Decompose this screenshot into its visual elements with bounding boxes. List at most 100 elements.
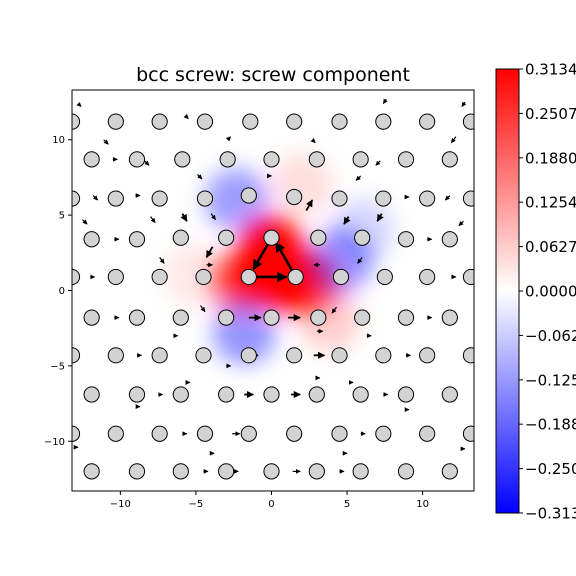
atom [352, 386, 369, 403]
atom [195, 347, 212, 364]
colorbar-tick-label: −0.0627 [525, 327, 576, 345]
displacement-arrow [150, 216, 156, 224]
atom [286, 425, 303, 442]
atom [107, 268, 124, 286]
displacement-arrow [180, 213, 188, 222]
atom [310, 229, 327, 246]
atom [308, 463, 325, 480]
atom [419, 347, 436, 364]
atom [263, 229, 280, 246]
displacement-arrow [76, 101, 82, 108]
atom [218, 386, 235, 403]
atom [308, 386, 325, 403]
displacement-arrow [461, 101, 467, 107]
atom [128, 231, 146, 248]
atom [151, 347, 168, 364]
field-lobe [269, 153, 334, 217]
atom [354, 229, 371, 246]
colorbar-tick-label: −0.1880 [525, 416, 576, 434]
atom [354, 309, 371, 326]
atom [83, 386, 100, 403]
atom [174, 151, 191, 168]
atom [172, 309, 189, 326]
atom [240, 425, 257, 442]
atom [419, 425, 436, 442]
atom [352, 151, 369, 168]
atom [240, 347, 257, 364]
x-tick-label: −5 [189, 499, 204, 510]
displacement-arrow [355, 175, 362, 181]
y-tick-label: 5 [59, 211, 65, 222]
atom [172, 463, 189, 480]
atom [441, 231, 458, 248]
field-lobe [297, 287, 361, 351]
atoms [72, 113, 474, 480]
atom [375, 190, 392, 207]
atom [218, 229, 235, 246]
displacement-arrow [357, 256, 363, 264]
colorbar-tick-label: 0.3134 [525, 61, 576, 79]
atom [397, 386, 415, 403]
atom [441, 309, 458, 326]
x-tick-label: 0 [268, 499, 274, 510]
displacement-arrow [197, 173, 203, 180]
atom [331, 347, 348, 364]
displacement-arrow [458, 220, 464, 227]
atom [331, 425, 348, 442]
atom [107, 425, 124, 442]
atom [196, 190, 214, 207]
atom [331, 190, 348, 207]
displacement-arrow [331, 306, 337, 314]
atom [462, 347, 474, 364]
y-axis: −10 −5 0 5 10 [44, 135, 72, 448]
atom [462, 425, 474, 442]
atom [172, 386, 189, 403]
atom [419, 190, 436, 207]
atom [151, 425, 168, 442]
displacement-arrow [199, 305, 206, 312]
atom [242, 113, 259, 130]
atom [240, 187, 257, 204]
atom [441, 386, 458, 403]
displacement-arrow [210, 213, 217, 221]
chart-title: bcc screw: screw component [136, 64, 410, 86]
atom [441, 151, 458, 168]
displacement-arrow [310, 138, 316, 144]
atom [375, 425, 392, 442]
atom [128, 151, 146, 168]
atom [419, 268, 436, 286]
displacement-arrow [225, 136, 232, 142]
colorbar-tick-label: 0.0627 [525, 238, 576, 256]
atom [462, 268, 474, 286]
displacement-arrow [444, 195, 451, 201]
atom [107, 347, 124, 364]
atom [286, 188, 303, 206]
atom [287, 268, 304, 286]
atom [151, 268, 168, 286]
atom [397, 151, 415, 168]
x-axis: −10 −5 0 5 10 [110, 491, 429, 510]
atom [375, 113, 392, 130]
displacement-arrow [305, 199, 314, 212]
colorbar: 0.3134 0.2507 0.1880 0.1254 0.0627 0.0000 −0.0… [495, 61, 576, 523]
atom [83, 309, 100, 326]
displacement-arrow [343, 216, 351, 225]
colorbar-tick-label: 0.1880 [525, 149, 576, 167]
atom [151, 190, 168, 207]
colorbar-tick-label: −0.2507 [525, 460, 576, 478]
y-tick-label: 0 [59, 286, 65, 297]
colorbar-tick-label: −0.3134 [525, 505, 576, 523]
y-tick-label: 10 [52, 135, 65, 146]
atom [83, 231, 100, 248]
atom [332, 268, 350, 286]
colorbar-tick-label: 0.0000 [525, 283, 576, 301]
atom [462, 113, 474, 130]
displacement-arrow [144, 160, 150, 166]
displacement-arrow [450, 136, 457, 144]
atom [107, 113, 124, 130]
atom [441, 463, 458, 480]
displacement-arrow [205, 246, 214, 258]
displacement-arrow [183, 113, 189, 120]
atom [376, 268, 393, 286]
